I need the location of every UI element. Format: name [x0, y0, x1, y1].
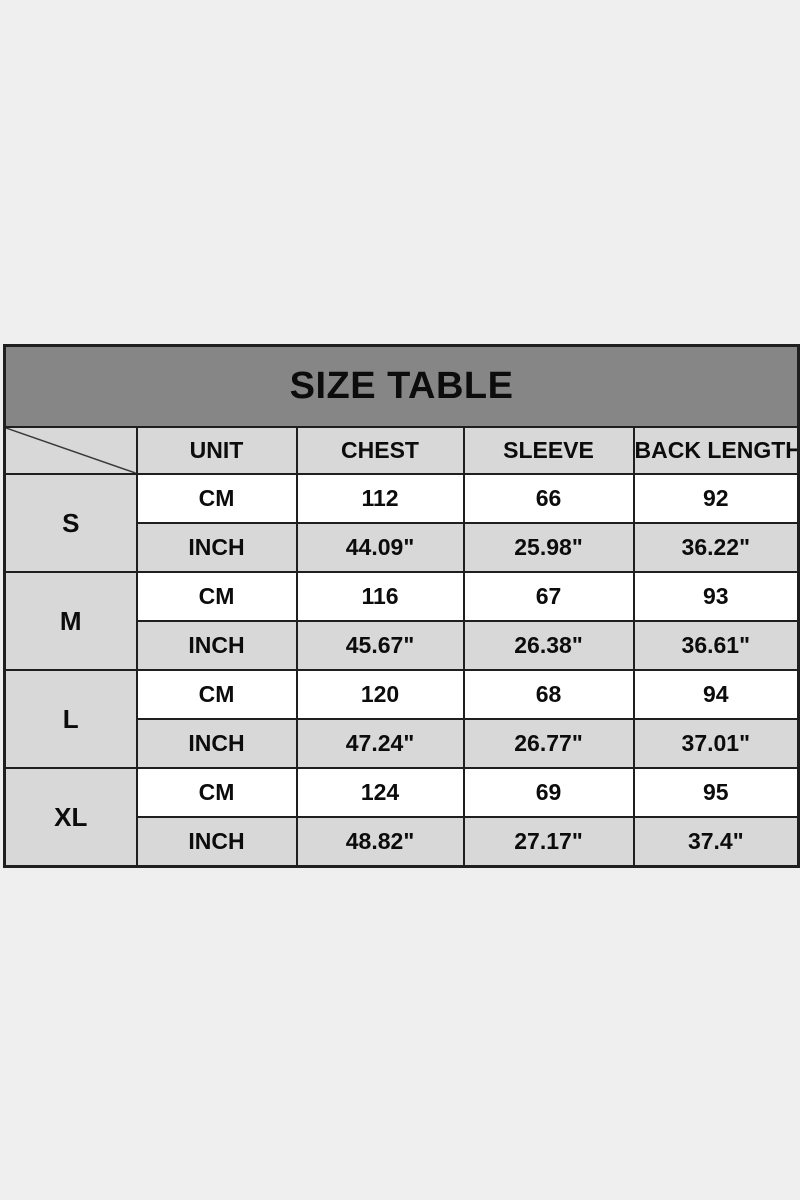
back-length-value: 95: [632, 767, 800, 818]
unit-label: INCH: [135, 522, 298, 573]
size-label-m: M: [3, 571, 138, 671]
chest-value: 120: [295, 669, 465, 720]
table-row-l-cm: L CM 120 68 94: [3, 669, 800, 769]
table-row-m-inch: INCH 45.67" 26.38" 36.61": [5, 620, 800, 671]
table-title: SIZE TABLE: [3, 344, 800, 428]
back-length-value: 36.22": [632, 522, 800, 573]
unit-label: INCH: [135, 816, 298, 868]
column-header-back-length: BACK LENGTH: [632, 426, 800, 475]
chest-value: 124: [295, 767, 465, 818]
size-label-s: S: [3, 473, 138, 573]
unit-label: CM: [135, 473, 298, 524]
unit-label: INCH: [135, 620, 298, 671]
back-length-value: 93: [632, 571, 800, 622]
table-row-m-cm: M CM 116 67 93: [3, 571, 800, 671]
unit-label: CM: [135, 767, 298, 818]
back-length-value: 36.61": [632, 620, 800, 671]
size-label-xl: XL: [3, 767, 138, 868]
table-row-s-inch: INCH 44.09" 25.98" 36.22": [5, 522, 800, 573]
size-table: SIZE TABLE UNIT CHEST SLEEVE BACK LENGTH…: [3, 344, 800, 868]
chest-value: 112: [295, 473, 465, 524]
sleeve-value: 26.77": [462, 718, 635, 769]
table-row-xl-inch: INCH 48.82" 27.17" 37.4": [5, 816, 800, 868]
sleeve-value: 66: [462, 473, 635, 524]
sleeve-value: 67: [462, 571, 635, 622]
corner-diagonal-cell: [3, 426, 138, 475]
unit-label: CM: [135, 571, 298, 622]
unit-label: CM: [135, 669, 298, 720]
back-length-value: 94: [632, 669, 800, 720]
chest-value: 116: [295, 571, 465, 622]
size-label-l: L: [3, 669, 138, 769]
column-header-unit: UNIT: [135, 426, 298, 475]
back-length-value: 37.4": [632, 816, 800, 868]
chest-value: 48.82": [295, 816, 465, 868]
sleeve-value: 26.38": [462, 620, 635, 671]
chest-value: 44.09": [295, 522, 465, 573]
table-row-s-cm: S CM 112 66 92: [3, 473, 800, 573]
title-row: SIZE TABLE: [3, 344, 800, 428]
back-length-value: 37.01": [632, 718, 800, 769]
sleeve-value: 68: [462, 669, 635, 720]
sleeve-value: 69: [462, 767, 635, 818]
chest-value: 47.24": [295, 718, 465, 769]
unit-label: INCH: [135, 718, 298, 769]
column-header-chest: CHEST: [295, 426, 465, 475]
sleeve-value: 25.98": [462, 522, 635, 573]
table-row-l-inch: INCH 47.24" 26.77" 37.01": [5, 718, 800, 769]
table-row-xl-cm: XL CM 124 69 95: [3, 767, 800, 868]
sleeve-value: 27.17": [462, 816, 635, 868]
column-header-sleeve: SLEEVE: [462, 426, 635, 475]
chest-value: 45.67": [295, 620, 465, 671]
column-header-row: UNIT CHEST SLEEVE BACK LENGTH: [3, 426, 800, 475]
diagonal-line-icon: [6, 428, 136, 473]
back-length-value: 92: [632, 473, 800, 524]
